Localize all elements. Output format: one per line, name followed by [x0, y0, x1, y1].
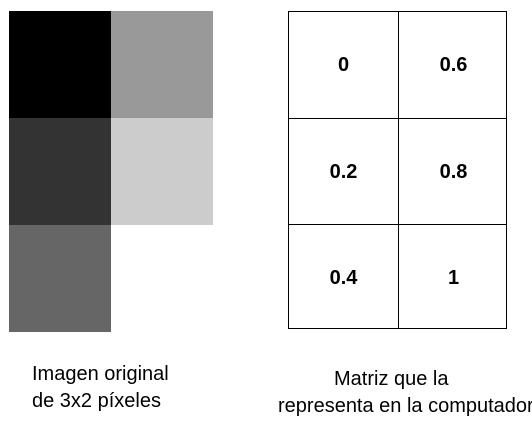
pixel-r1-c1	[111, 118, 213, 225]
pixel-r2-c1	[111, 225, 213, 332]
pixel-r0-c0	[9, 11, 111, 118]
pixel-r1-c0	[9, 118, 111, 225]
matrix-cell: 0.4	[329, 266, 358, 289]
caption-right-line1: Matriz que la	[334, 368, 449, 390]
caption-right-line2: representa en la computadora	[278, 395, 532, 417]
matrix-divider-horizontal	[289, 118, 506, 119]
matrix-cell: 1	[447, 266, 460, 289]
pixel-r0-c1	[111, 11, 213, 118]
matrix-cell: 0	[337, 53, 350, 76]
caption-matrix: Matriz que la representa en la computado…	[278, 366, 532, 420]
pixel-image	[9, 11, 214, 333]
matrix-divider-vertical	[398, 12, 399, 328]
matrix-cell: 0.2	[329, 160, 358, 183]
matrix-cell: 0.6	[439, 53, 468, 76]
caption-left-line2: de 3x2 píxeles	[32, 390, 161, 412]
pixel-r2-c0	[9, 225, 111, 332]
matrix-divider-horizontal	[289, 224, 506, 225]
caption-original-image: Imagen original de 3x2 píxeles	[32, 361, 169, 415]
caption-left-line1: Imagen original	[32, 363, 169, 385]
value-matrix: 0 0.6 0.2 0.8 0.4 1	[288, 11, 507, 329]
matrix-cell: 0.8	[439, 160, 468, 183]
